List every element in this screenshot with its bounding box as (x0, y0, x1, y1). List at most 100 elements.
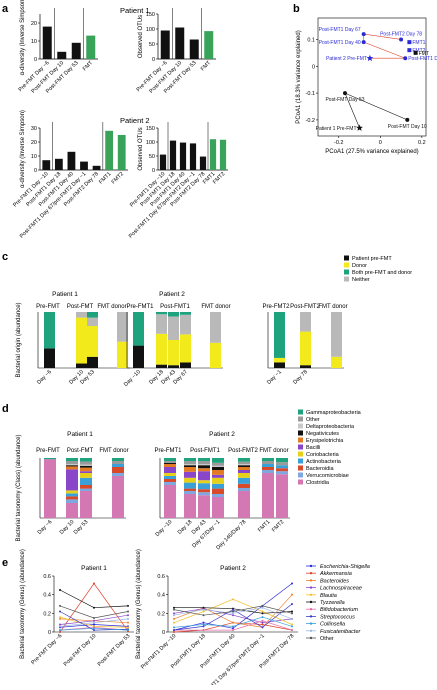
point-label: Post-FMT2 Day 78 (380, 31, 422, 37)
stack-segment (262, 461, 274, 464)
column-header: Post-FMT2 (290, 304, 320, 310)
point-label: Patient 1 Pre-FMT (316, 126, 357, 132)
stack-segment (44, 348, 55, 368)
series-point (59, 616, 61, 619)
y-tick-label: 0 (312, 64, 315, 70)
trajectory-line (363, 41, 406, 59)
column-header: FMT donor (97, 304, 126, 310)
bar-2 (189, 39, 199, 59)
stack-segment (262, 473, 274, 518)
stack-segment (184, 467, 196, 472)
series-point (173, 626, 175, 629)
stack-segment (112, 473, 124, 476)
legend-marker (309, 579, 313, 582)
stack-segment (184, 494, 196, 518)
legend-label: Actinobacteria (306, 459, 342, 465)
series-point (173, 612, 175, 615)
bar-1 (175, 27, 185, 59)
series-point (261, 619, 264, 622)
bar-3 (86, 35, 96, 59)
bar-1 (54, 158, 63, 170)
legend-swatch (344, 255, 349, 261)
y-tick-label: 0.2 (43, 611, 51, 617)
legend-label: Gammaproteobacteria (306, 410, 362, 416)
series-point (232, 614, 234, 617)
bar-2 (179, 142, 187, 170)
bar-6 (219, 139, 227, 170)
stack-segment (184, 458, 196, 461)
legend-label: Verrucomicrobiae (306, 473, 349, 479)
column-header: Pre-FMT2 (263, 304, 291, 310)
point-7 (366, 54, 374, 62)
stack-segment (198, 480, 210, 484)
legend-swatch (298, 479, 303, 485)
column-header: FMT donor (259, 448, 288, 454)
stack-segment (238, 465, 250, 467)
legend-label: Tyzzerella (320, 600, 345, 606)
y-tick-label: 0 (152, 57, 155, 63)
stack-segment (238, 477, 250, 484)
stack-segment (276, 468, 288, 472)
bar-0 (42, 160, 51, 170)
bar-5 (105, 130, 114, 170)
x-tick-label: FMT (82, 60, 95, 73)
stack-segment (87, 326, 98, 357)
stack-segment (238, 473, 250, 478)
stack-segment (164, 473, 176, 476)
stack-segment (66, 469, 78, 491)
x-tick-label: Post-FMT Day 10 (63, 633, 98, 668)
bar-0 (42, 26, 52, 60)
stack-segment (80, 473, 92, 478)
series-point (59, 617, 61, 620)
column-header: Pre-FMT (36, 304, 60, 310)
bar-2 (71, 42, 81, 59)
y-axis-label: Bacterial taxonomy (Class) (abundance) (16, 434, 22, 541)
stack-segment (238, 470, 250, 473)
stack-segment (276, 462, 288, 466)
stack-segment (274, 357, 285, 363)
legend-label: Bacteroidia (306, 466, 334, 472)
panel-label-d: d (2, 403, 9, 415)
stack-segment (262, 467, 274, 470)
stack-segment (184, 477, 196, 483)
series-point (93, 627, 95, 630)
point-label: Post-FMT Day 10 (388, 124, 427, 130)
y-tick-label: -0.1 (306, 91, 315, 97)
point-9 (356, 124, 363, 131)
stack-segment (112, 467, 124, 473)
stack-segment (168, 340, 179, 366)
legend-label: Negativicutes (306, 431, 339, 437)
stack-segment (164, 476, 176, 479)
bar-3 (204, 31, 214, 59)
y-tick-label: 30 (31, 126, 37, 132)
legend-swatch (298, 423, 303, 429)
stack-segment (300, 331, 311, 366)
stack-segment (331, 312, 342, 357)
series-point (261, 621, 264, 624)
y-tick-label: 0.1 (307, 37, 315, 43)
stack-segment (276, 458, 288, 463)
series-point (202, 629, 205, 632)
series-point (261, 626, 264, 629)
stack-segment (238, 464, 250, 466)
stack-segment (262, 458, 274, 461)
point-1 (361, 40, 366, 45)
series-point (127, 621, 129, 624)
y-axis-label: PCoA1 (18.3% variance explained) (296, 30, 302, 123)
column-header: FMT donor (201, 304, 230, 310)
stack-segment (198, 464, 210, 466)
series-point (59, 604, 61, 607)
stack-segment (238, 461, 250, 464)
stack-segment (198, 468, 210, 472)
y-tick-label: 100 (146, 140, 155, 146)
series-point (291, 593, 293, 596)
column-header: Pre-FMT (36, 448, 60, 454)
series-point (261, 616, 264, 619)
group-title: Patient 2 (209, 431, 235, 438)
stack-segment (133, 312, 144, 346)
stack-segment (164, 458, 176, 461)
series-point (202, 608, 205, 611)
